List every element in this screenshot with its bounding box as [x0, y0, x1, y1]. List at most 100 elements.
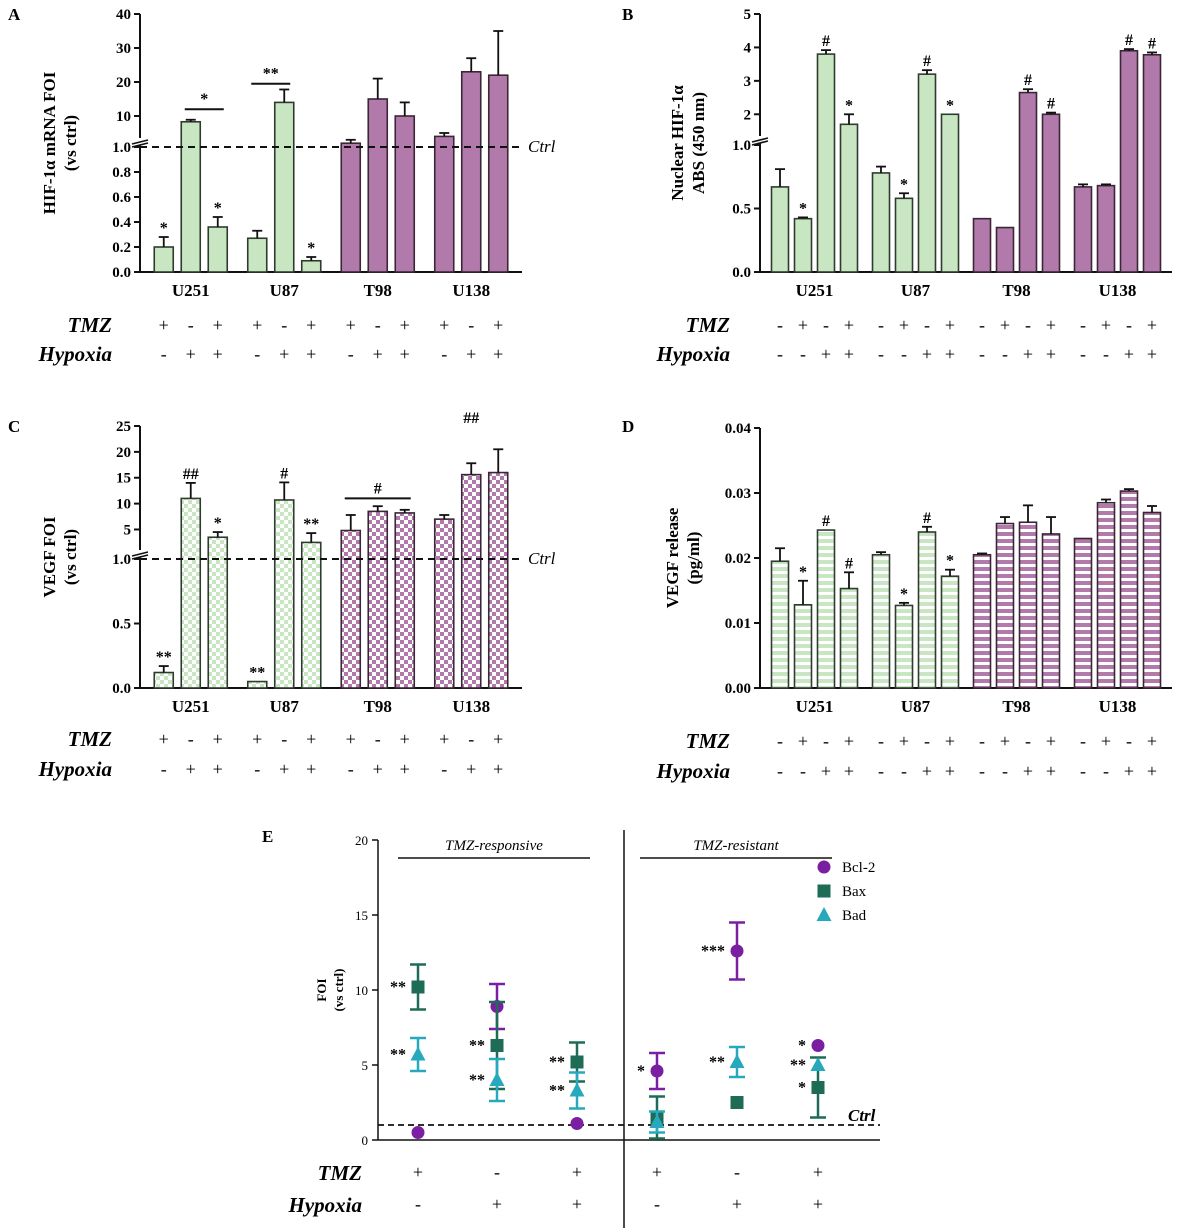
bar-u87-2 [894, 197, 914, 273]
bracket-label: * [200, 91, 208, 108]
hypoxia-row-label: Hypoxia [38, 342, 113, 366]
tmz-row-label: TMZ [68, 727, 113, 751]
bar-u138-4 [1142, 511, 1162, 689]
point-bad [649, 1114, 665, 1128]
bar-u138-1 [1073, 186, 1093, 273]
bar-u138-2 [460, 473, 482, 689]
hypoxia-sign: - [901, 761, 907, 781]
bars: **##***#** [153, 448, 509, 689]
ctrl-label: Ctrl [528, 137, 556, 156]
hypoxia-sign: + [279, 344, 289, 364]
y-tick-label: 0.5 [732, 202, 751, 218]
point-bad [729, 1054, 745, 1068]
significance-label: * [798, 1080, 806, 1097]
y-axis-title-line: ABS (450 nm) [689, 92, 708, 194]
tmz-sign: - [924, 731, 930, 751]
y-tick-label: 25 [116, 419, 131, 435]
y-tick-label: 1.0 [112, 140, 131, 156]
tmz-sign: - [188, 729, 194, 749]
bar-t98-2 [367, 98, 389, 273]
tmz-sign: - [281, 729, 287, 749]
significance-label: ** [390, 979, 406, 996]
significance-label: # [845, 555, 853, 572]
tmz-sign: + [1000, 731, 1010, 751]
hypoxia-sign: - [777, 344, 783, 364]
tmz-sign: - [979, 315, 985, 335]
y-tick-label: 0.5 [112, 617, 131, 633]
tmz-sign: + [1147, 315, 1157, 335]
axis-break-stroke [131, 139, 149, 145]
tmz-sign: - [1126, 731, 1132, 751]
hypoxia-row-label: Hypoxia [656, 759, 731, 783]
y-tick-label: 5 [744, 7, 752, 23]
legend-label: Bad [842, 908, 867, 924]
category-label: U251 [172, 281, 210, 300]
bar-t98-3 [1018, 521, 1038, 689]
bar-u138-1 [433, 518, 455, 689]
y-tick-label: 0.04 [725, 421, 752, 437]
significance-label: * [637, 1063, 645, 1080]
category-label: U87 [270, 697, 300, 716]
bar-u138-2 [1096, 184, 1116, 273]
hypoxia-sign: + [306, 759, 316, 779]
significance-label: *** [701, 943, 725, 960]
tmz-sign: + [844, 731, 854, 751]
hypoxia-row-label: Hypoxia [288, 1193, 363, 1217]
significance-label: ** [469, 1072, 485, 1089]
category-label: T98 [364, 281, 392, 300]
hypoxia-sign: - [1002, 761, 1008, 781]
hypoxia-sign: + [945, 344, 955, 364]
hypoxia-sign: - [1080, 344, 1086, 364]
bar-u87-3 [917, 531, 937, 689]
tmz-sign: - [979, 731, 985, 751]
significance-label: ** [390, 1047, 406, 1064]
tmz-sign: - [823, 731, 829, 751]
bars: * # * * # * # # # # [770, 32, 1162, 273]
tmz-sign: + [899, 731, 909, 751]
panel-letter: A [8, 5, 21, 24]
significance-label: # [280, 465, 288, 482]
tmz-sign: + [493, 315, 503, 335]
y-axis: 0.0 0.5 1.0 5 10 15 20 25 [112, 419, 522, 697]
hypoxia-sign: - [979, 761, 985, 781]
bracket-label: # [374, 480, 382, 497]
significance-label: ** [303, 516, 319, 533]
hypoxia-sign: + [732, 1194, 742, 1214]
hypoxia-sign: + [400, 759, 410, 779]
significance-label: ** [549, 1054, 565, 1071]
y-axis-title-line: (vs ctrl) [61, 115, 80, 171]
bar-u251-2 [180, 120, 202, 273]
tmz-sign: + [1046, 731, 1056, 751]
y-axis-title: VEGF FOI (vs ctrl) [40, 516, 80, 597]
significance-label: # [822, 513, 830, 530]
y-axis-title: FOI (vs ctrl) [314, 969, 346, 1012]
y-tick-label: 0.2 [112, 240, 131, 256]
bar-t98-3 [1018, 91, 1038, 273]
y-axis-title-line: Nuclear HIF-1α [668, 85, 687, 201]
hypoxia-sign: + [821, 761, 831, 781]
significance-label: * [845, 97, 853, 114]
series-bad: ******** ** [390, 1036, 826, 1134]
tmz-sign: - [878, 315, 884, 335]
hypoxia-sign: + [186, 344, 196, 364]
legend: Bcl-2 Bax Bad [816, 860, 875, 924]
tmz-sign: + [945, 731, 955, 751]
point-bax [570, 1055, 584, 1069]
tmz-sign: + [252, 729, 262, 749]
tmz-sign: - [1025, 731, 1031, 751]
bar-u251-1 [770, 186, 790, 273]
hypoxia-sign: + [922, 344, 932, 364]
tmz-sign: - [823, 315, 829, 335]
significance-label: # [1125, 32, 1133, 49]
hypoxia-sign: - [878, 761, 884, 781]
hypoxia-sign: + [945, 761, 955, 781]
hypoxia-sign: - [415, 1194, 421, 1214]
tmz-sign: + [813, 1162, 823, 1182]
significance-label: # [1024, 72, 1032, 89]
bar-u87-1 [246, 680, 268, 689]
y-tick-label: 40 [116, 7, 131, 23]
y-tick-label: 0.0 [732, 265, 751, 281]
point-bcl2 [411, 1126, 425, 1139]
significance-label: * [160, 220, 168, 237]
